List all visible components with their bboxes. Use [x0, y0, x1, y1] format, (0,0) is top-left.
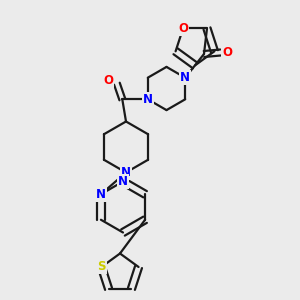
Text: N: N	[143, 93, 153, 106]
Text: N: N	[96, 188, 106, 201]
Text: O: O	[178, 22, 188, 35]
Text: O: O	[103, 74, 113, 87]
Text: O: O	[222, 46, 232, 59]
Text: N: N	[121, 166, 131, 179]
Text: N: N	[180, 71, 190, 84]
Text: S: S	[97, 260, 106, 274]
Text: N: N	[118, 175, 128, 188]
